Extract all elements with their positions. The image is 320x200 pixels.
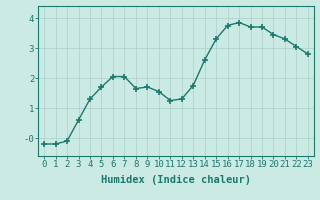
X-axis label: Humidex (Indice chaleur): Humidex (Indice chaleur)	[101, 175, 251, 185]
